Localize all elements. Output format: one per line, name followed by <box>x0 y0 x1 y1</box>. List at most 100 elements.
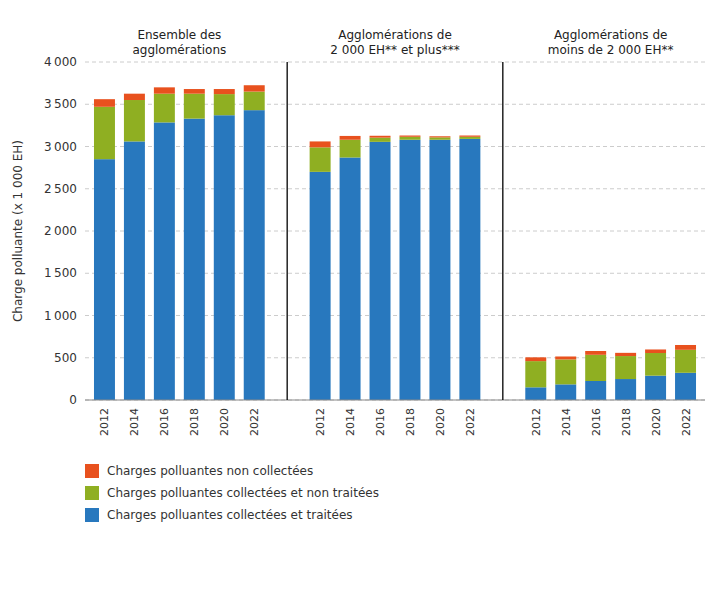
bar-segment <box>124 100 145 141</box>
bar-segment <box>585 355 606 381</box>
bar-segment <box>310 141 331 147</box>
legend-swatch <box>85 486 99 500</box>
bar-segment <box>184 89 205 94</box>
legend-swatch <box>85 508 99 522</box>
y-tick-label: 1 500 <box>44 266 77 280</box>
y-tick-label: 2 000 <box>44 224 77 238</box>
bar-segment <box>675 350 696 373</box>
bar-segment <box>154 94 175 123</box>
y-tick-label: 0 <box>69 393 77 407</box>
bar-segment <box>675 373 696 400</box>
bar-segment <box>244 110 265 400</box>
x-tick-label: 2022 <box>680 408 693 436</box>
bar-segment <box>184 94 205 119</box>
bar-segment <box>370 138 391 142</box>
bar-segment <box>399 137 420 140</box>
chart: 05001 0001 5002 0002 5003 0003 5004 000C… <box>0 0 725 600</box>
bar-segment <box>124 141 145 400</box>
legend-label: Charges polluantes collectées et non tra… <box>107 486 379 500</box>
x-tick-label: 2018 <box>188 408 201 436</box>
x-axis: 2012201420162018202020222012201420162018… <box>98 408 692 436</box>
bar-segment <box>585 351 606 355</box>
bar-segment <box>124 94 145 100</box>
bar-segment <box>615 379 636 400</box>
legend-swatch <box>85 464 99 478</box>
bar-segment <box>184 119 205 400</box>
bar-segment <box>555 384 576 400</box>
bar-segment <box>645 349 666 353</box>
bar-segment <box>244 92 265 111</box>
group-labels: Ensemble desagglomérations Agglomérations… <box>132 28 673 57</box>
bar-segment <box>94 107 115 159</box>
bar-segment <box>340 157 361 400</box>
bar-segment <box>214 94 235 115</box>
bar-segment <box>340 140 361 158</box>
bar-segment <box>154 122 175 400</box>
y-tick-label: 500 <box>54 351 77 365</box>
group-divider <box>287 62 288 400</box>
group-label: agglomérations <box>132 43 226 57</box>
bar-segment <box>310 147 331 172</box>
bar-segment <box>525 361 546 387</box>
x-axis-line <box>85 400 705 401</box>
x-tick-label: 2016 <box>374 408 387 436</box>
grid-line <box>85 400 705 401</box>
bar-segment <box>310 172 331 400</box>
bar-segment <box>429 140 450 400</box>
bar-segment <box>525 387 546 400</box>
bar-segment <box>154 87 175 93</box>
bar-segment <box>94 159 115 400</box>
x-tick-label: 2020 <box>434 408 447 436</box>
bar-segment <box>429 137 450 139</box>
x-tick-label: 2018 <box>404 408 417 436</box>
grid-line <box>85 62 705 63</box>
bar-segment <box>645 376 666 400</box>
x-tick-label: 2014 <box>128 408 141 436</box>
bar-segment <box>645 353 666 376</box>
grid <box>85 62 705 400</box>
bar-segment <box>555 356 576 359</box>
group-label: moins de 2 000 EH** <box>548 43 674 57</box>
legend-label: Charges polluantes non collectées <box>107 464 313 478</box>
bar-segment <box>615 356 636 379</box>
x-tick-label: 2022 <box>464 408 477 436</box>
bar-segment <box>615 353 636 356</box>
legend: Charges polluantes non collectées Charges… <box>85 464 379 522</box>
grid-line <box>85 315 705 316</box>
bar-segment <box>429 136 450 137</box>
y-tick-label: 2 500 <box>44 182 77 196</box>
x-tick-label: 2012 <box>98 408 111 436</box>
bar-segment <box>459 137 480 139</box>
bar-segment <box>675 345 696 350</box>
group-divider <box>502 62 503 400</box>
bar-segment <box>459 139 480 400</box>
bar-segment <box>555 359 576 384</box>
grid-line <box>85 273 705 274</box>
group-label: 2 000 EH** et plus*** <box>330 43 459 57</box>
x-tick-label: 2020 <box>218 408 231 436</box>
bar-segment <box>370 136 391 138</box>
bars <box>94 85 696 400</box>
grid-line <box>85 104 705 105</box>
x-tick-label: 2022 <box>248 408 261 436</box>
grid-line <box>85 146 705 147</box>
y-tick-label: 1 000 <box>44 309 77 323</box>
y-tick-label: 3 500 <box>44 97 77 111</box>
grid-line <box>85 231 705 232</box>
x-tick-label: 2012 <box>314 408 327 436</box>
x-tick-label: 2014 <box>344 408 357 436</box>
bar-segment <box>399 136 420 137</box>
bar-segment <box>214 115 235 400</box>
bar-segment <box>370 142 391 400</box>
grid-line <box>85 357 705 358</box>
group-label: Ensemble des <box>137 28 221 42</box>
bar-segment <box>340 136 361 140</box>
x-tick-label: 2014 <box>560 408 573 436</box>
group-label: Agglomérations de <box>338 28 452 42</box>
group-label: Agglomérations de <box>554 28 668 42</box>
bar-segment <box>244 85 265 91</box>
y-axis: 05001 0001 5002 0002 5003 0003 5004 000 <box>44 55 77 407</box>
legend-label: Charges polluantes collectées et traitée… <box>107 508 353 522</box>
bar-segment <box>585 381 606 400</box>
y-tick-label: 4 000 <box>44 55 77 69</box>
